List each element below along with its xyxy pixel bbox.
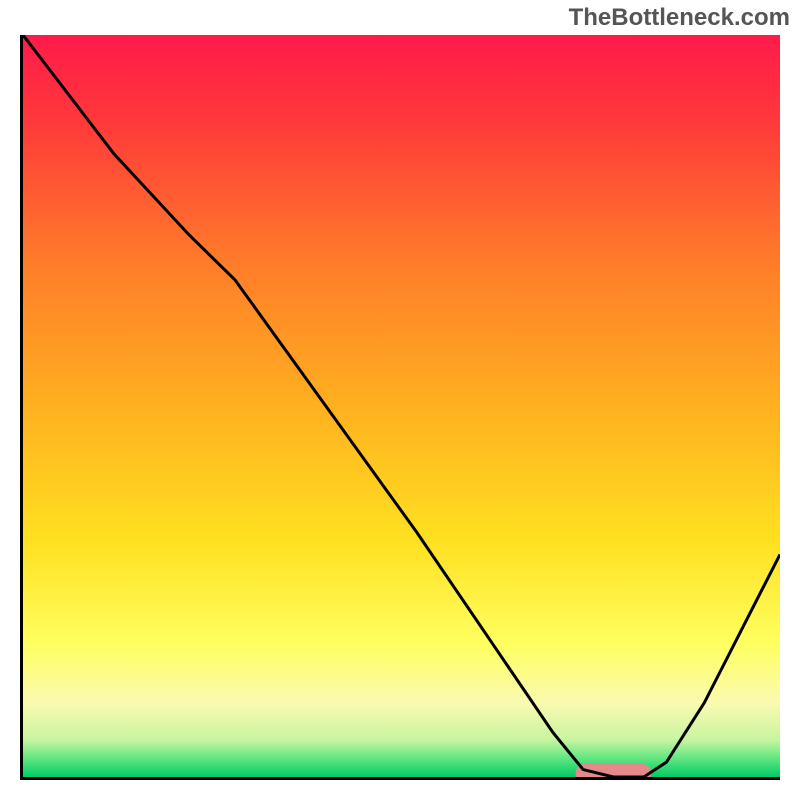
chart-lines-layer bbox=[23, 35, 780, 777]
watermark-text: TheBottleneck.com bbox=[569, 4, 790, 32]
bottleneck-curve bbox=[23, 35, 780, 777]
chart-container: TheBottleneck.com bbox=[0, 0, 800, 800]
plot-area bbox=[20, 35, 780, 780]
